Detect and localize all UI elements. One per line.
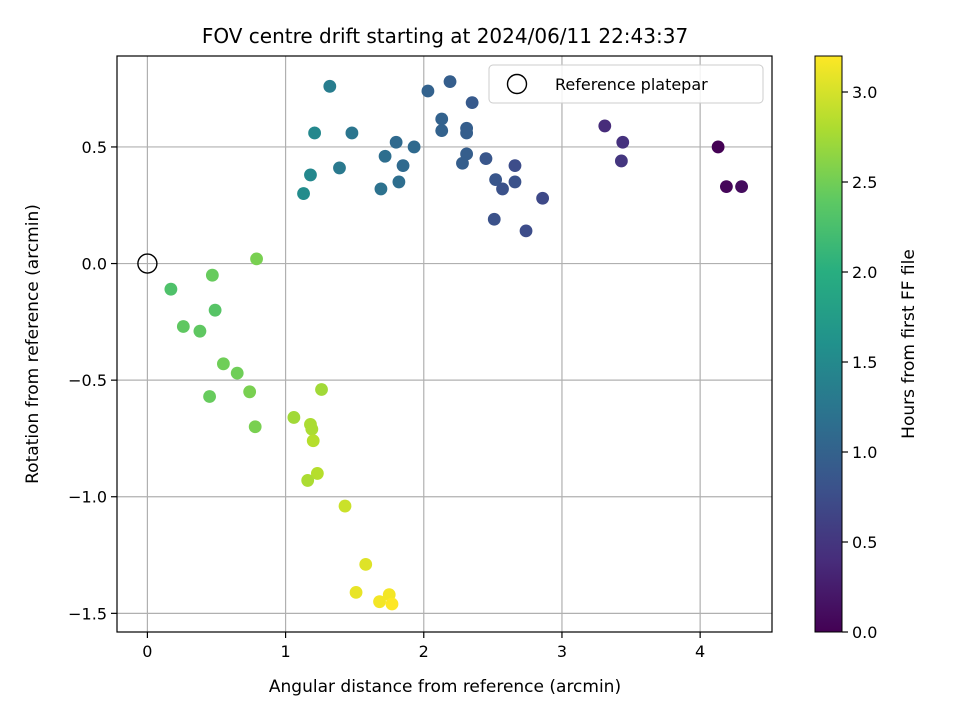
- scatter-point: [304, 168, 317, 182]
- scatter-point: [443, 75, 457, 89]
- plot-frame: [116, 55, 773, 633]
- colorbar-tick-label: 2.5: [852, 173, 877, 192]
- x-tick-label: 3: [557, 642, 567, 661]
- x-axis-label: Angular distance from reference (arcmin): [269, 677, 621, 697]
- legend: Reference platepar: [488, 64, 764, 104]
- scatter-point: [305, 422, 319, 436]
- scatter-point: [203, 390, 216, 403]
- scatter-point: [359, 557, 373, 571]
- scatter-point: [479, 152, 493, 166]
- scatter-point: [435, 112, 449, 126]
- y-tick-label: −0.5: [68, 371, 107, 390]
- scatter-point: [243, 385, 257, 399]
- x-axis-ticks: 0 1 2 3 4: [142, 632, 705, 661]
- scatter-point: [176, 320, 190, 333]
- y-axis-ticks: −1.5 −1.0 −0.5 0.0 0.5: [68, 138, 117, 623]
- scatter-point: [208, 303, 222, 317]
- x-tick-label: 1: [280, 642, 290, 661]
- scatter-point: [614, 154, 628, 168]
- y-axis-label: Rotation from reference (arcmin): [23, 204, 43, 484]
- y-tick-label: −1.0: [68, 488, 107, 507]
- scatter-point: [250, 252, 263, 266]
- scatter-point: [323, 79, 337, 93]
- scatter-point: [421, 84, 435, 98]
- colorbar-tick-label: 1.0: [852, 443, 877, 462]
- scatter-point: [392, 175, 406, 189]
- scatter-point: [496, 182, 509, 196]
- scatter-point: [487, 212, 501, 226]
- reference-point: [137, 253, 158, 274]
- x-tick-label: 4: [695, 642, 705, 661]
- y-tick-label: 0.0: [82, 255, 107, 274]
- scatter-point: [287, 411, 301, 424]
- scatter-point: [407, 140, 421, 154]
- scatter-point: [374, 182, 388, 196]
- colorbar-tick-label: 1.5: [852, 353, 877, 372]
- colorbar-gradient: [814, 55, 843, 633]
- x-tick-label: 0: [142, 642, 152, 661]
- grid-lines: [117, 56, 772, 632]
- colorbar-tick-label: 2.0: [852, 263, 877, 282]
- scatter-point: [735, 180, 748, 193]
- scatter-point: [711, 140, 725, 154]
- scatter-point: [338, 499, 352, 513]
- scatter-point: [306, 434, 320, 448]
- data-points: [164, 75, 748, 611]
- scatter-point: [435, 124, 449, 138]
- scatter-point: [333, 161, 346, 175]
- scatter-point: [248, 420, 262, 434]
- colorbar-tick-label: 0.0: [852, 623, 877, 642]
- scatter-point: [508, 159, 522, 173]
- scatter-point: [205, 268, 219, 282]
- legend-open-circle-icon: [506, 73, 528, 95]
- scatter-point: [385, 597, 399, 611]
- scatter-point: [308, 126, 322, 140]
- scatter-point: [373, 595, 386, 609]
- legend-box: [488, 64, 764, 104]
- colorbar: 0.0 0.5 1.0 1.5 2.0 2.5 3.0 Hours from first F…: [814, 55, 919, 642]
- y-tick-label: −1.5: [68, 604, 107, 623]
- colorbar-tick-label: 0.5: [852, 533, 877, 552]
- scatter-point: [310, 467, 324, 480]
- scatter-point: [378, 149, 392, 163]
- scatter-point: [230, 366, 244, 380]
- scatter-point: [193, 324, 207, 338]
- scatter-point: [489, 173, 503, 186]
- legend-entry-reference-platepar: Reference platepar: [555, 75, 708, 94]
- scatter-point: [217, 357, 230, 371]
- scatter-point: [164, 282, 178, 296]
- scatter-point: [396, 159, 410, 173]
- scatter-point: [389, 135, 403, 149]
- y-tick-label: 0.5: [82, 138, 107, 157]
- scatter-point: [315, 383, 328, 396]
- colorbar-ticks: 0.0 0.5 1.0 1.5 2.0 2.5 3.0: [842, 83, 877, 642]
- chart-title: FOV centre drift starting at 2024/06/11 …: [202, 24, 688, 48]
- scatter-point: [719, 180, 733, 193]
- scatter-point: [508, 175, 522, 189]
- scatter-point: [301, 474, 315, 487]
- scatter-point: [345, 126, 359, 140]
- scatter-point: [349, 585, 363, 599]
- scatter-point: [456, 156, 469, 170]
- scatter-point: [460, 126, 474, 140]
- scatter-point: [536, 191, 550, 205]
- scatter-point: [297, 187, 310, 200]
- reference-marker: [137, 253, 158, 274]
- scatter-point: [465, 96, 479, 110]
- scatter-point: [616, 135, 630, 149]
- colorbar-label: Hours from first FF file: [899, 249, 919, 439]
- scatter-point: [519, 224, 533, 238]
- x-tick-label: 2: [419, 642, 429, 661]
- colorbar-tick-label: 3.0: [852, 83, 877, 102]
- scatter-point: [598, 119, 612, 133]
